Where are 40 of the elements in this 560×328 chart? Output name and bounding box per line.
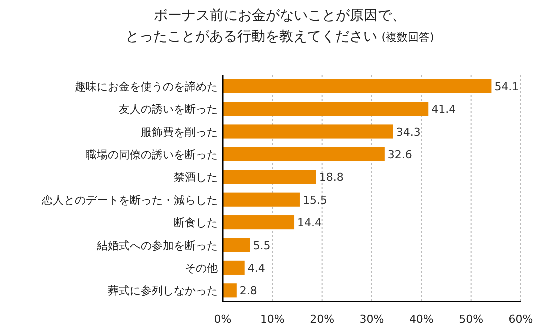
text: とったことがある行動を教えてください <box>126 29 378 45</box>
y-tick-label: 葬式に参列しなかった <box>108 284 218 298</box>
data-label: 4.4 <box>248 262 266 275</box>
data-label: 14.4 <box>298 216 322 230</box>
x-tick-label: 50% <box>459 313 484 326</box>
bar <box>223 102 429 116</box>
data-label: 15.5 <box>302 194 328 207</box>
data-label: 41.4 <box>432 103 456 116</box>
x-tick-label: 0% <box>214 313 232 326</box>
y-tick-label: 友人の誘いを断った <box>119 103 218 116</box>
bar <box>223 238 250 252</box>
data-label: 54.1 <box>494 80 520 94</box>
data-label: 18.8 <box>319 171 344 184</box>
y-tick-label: 結婚式への参加を断った <box>96 239 218 252</box>
bar <box>223 79 492 94</box>
data-label: 34.3 <box>396 126 421 139</box>
y-tick-label: 禁酒した <box>174 171 218 184</box>
y-tick-label: 断食した <box>174 216 218 230</box>
data-label: 5.5 <box>253 239 271 252</box>
bar <box>223 216 295 230</box>
data-label: 2.8 <box>240 284 258 298</box>
y-tick-label: 職場の同僚の誘いを断った <box>86 148 218 162</box>
bar <box>223 284 237 298</box>
bar <box>223 260 245 275</box>
x-tick-label: 10% <box>260 313 285 326</box>
x-tick-label: 40% <box>409 313 434 326</box>
y-tick-label: その他 <box>185 262 218 275</box>
y-tick-label: 恋人とのデートを断った・減らした <box>41 194 218 207</box>
bar <box>223 170 316 184</box>
x-tick-label: 60% <box>508 313 534 326</box>
chart-subtitle: (複数回答) <box>382 31 434 44</box>
data-label: 32.6 <box>388 148 412 162</box>
bar <box>223 192 300 207</box>
bar <box>223 147 385 162</box>
bar <box>223 124 394 139</box>
y-tick-label: 趣味にお金を使うのを諦めた <box>75 80 218 94</box>
x-tick-label: 20% <box>310 313 335 326</box>
x-tick-label: 30% <box>360 313 384 326</box>
y-tick-label: 服飾費を削った <box>141 126 218 139</box>
text: ボーナス前にお金がないことが原因で、 <box>154 8 406 24</box>
